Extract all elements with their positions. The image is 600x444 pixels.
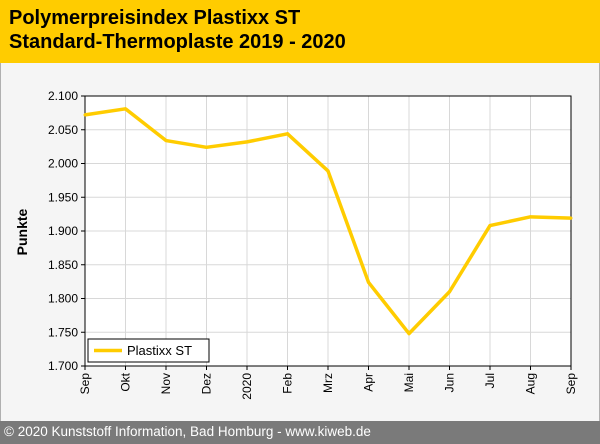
x-tick-label: Mai [402, 373, 416, 392]
data-point [367, 280, 370, 284]
chart-header: Polymerpreisindex Plastixx ST Standard-T… [0, 0, 600, 63]
y-tick-label: 1.700 [48, 359, 78, 373]
y-tick-label: 2.000 [48, 157, 78, 171]
data-point [245, 140, 249, 144]
x-tick-label: Okt [119, 372, 133, 391]
series-layer [83, 107, 573, 336]
x-tick-label: Sep [78, 373, 92, 395]
data-point [205, 145, 208, 149]
x-tick-label: Mrz [321, 373, 335, 393]
title-line-1: Polymerpreisindex Plastixx ST [9, 7, 301, 29]
x-tick-label: Feb [281, 373, 295, 394]
y-tick-label: 1.950 [48, 190, 78, 204]
data-point [124, 107, 127, 111]
data-point [286, 132, 289, 136]
footer-bar: © 2020 Kunststoff Information, Bad Hombu… [0, 421, 600, 444]
legend: Plastixx ST [87, 338, 210, 363]
legend-label: Plastixx ST [127, 343, 192, 358]
x-tick-label: Dez [200, 373, 214, 394]
y-tick-label: 2.050 [48, 123, 78, 137]
x-tick-label: Jul [483, 373, 497, 388]
data-point [326, 169, 330, 173]
title-line-2: Standard-Thermoplaste 2019 - 2020 [9, 31, 346, 53]
copyright-text: © 2020 Kunststoff Information, Bad Hombu… [4, 424, 371, 439]
x-tick-label: Apr [362, 373, 376, 392]
y-tick-label: 1.850 [48, 258, 78, 272]
y-axis-ticks: 1.700 1.750 1.800 1.850 1.900 1.950 2.000 2.050… [48, 89, 85, 373]
y-tick-label: 1.750 [48, 325, 78, 339]
x-tick-label: 2020 [240, 373, 254, 400]
y-tick-label: 1.800 [48, 292, 78, 306]
x-axis-ticks: Sep Okt Nov Dez 2020 Feb Mrz Apr Mai Jun Jul Aug Sep [78, 366, 578, 400]
data-point [488, 224, 492, 228]
x-tick-label: Aug [524, 373, 538, 394]
data-point [529, 215, 532, 219]
data-point [407, 332, 411, 336]
y-tick-label: 1.900 [48, 224, 78, 238]
x-tick-label: Sep [564, 373, 578, 395]
x-tick-label: Jun [443, 373, 457, 392]
x-tick-label: Nov [159, 373, 173, 394]
data-point [83, 113, 87, 117]
data-point [569, 216, 573, 220]
legend-box [87, 338, 210, 363]
data-point [164, 139, 168, 143]
data-point [448, 290, 451, 294]
y-axis-label: Punkte [14, 208, 30, 255]
y-tick-label: 2.100 [48, 89, 78, 103]
chart-title: Polymerpreisindex Plastixx ST Standard-T… [9, 6, 346, 54]
